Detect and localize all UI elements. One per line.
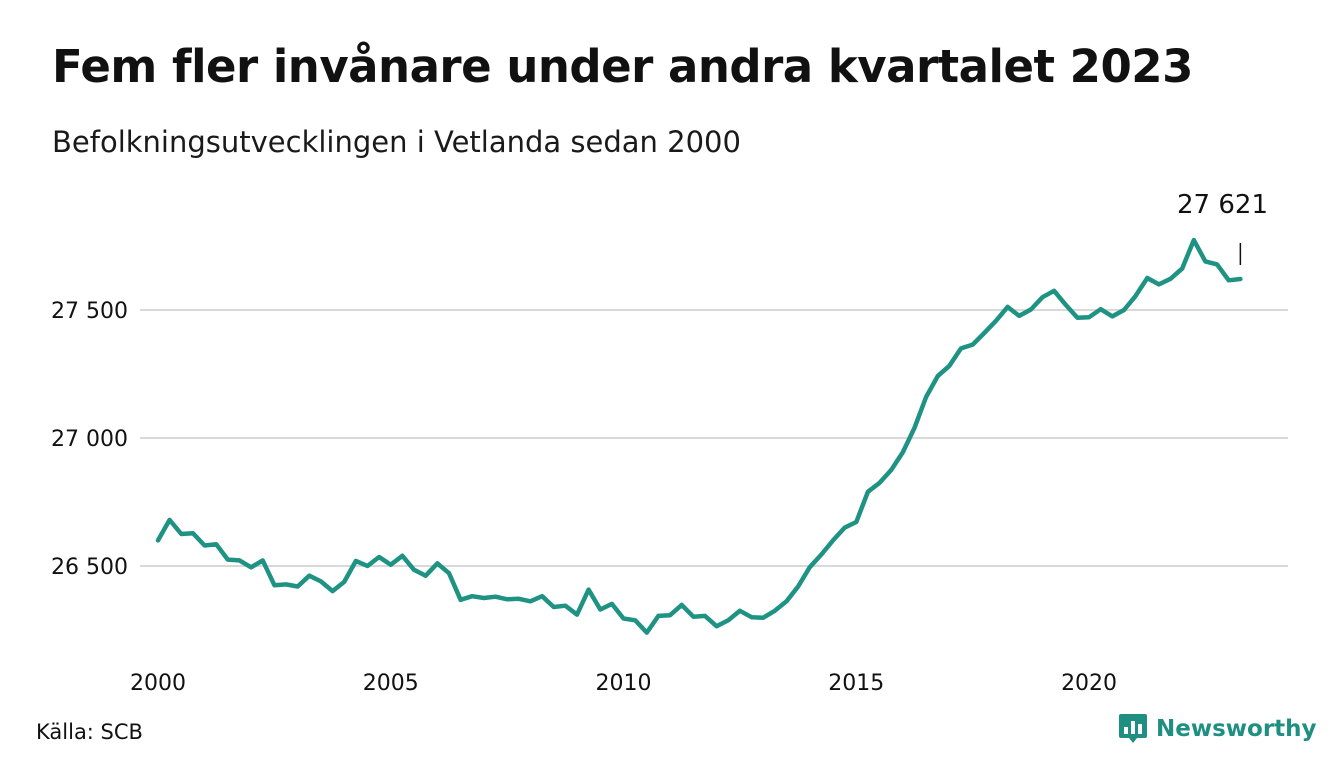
x-tick-label: 2010: [596, 671, 652, 696]
brand-name: Newsworthy: [1156, 716, 1317, 742]
bar-chart-speech-icon: [1119, 714, 1147, 743]
x-tick-label: 2015: [828, 671, 884, 696]
y-axis-tick-labels: 26 500 27 000 27 500: [51, 299, 128, 580]
annotation-label: 27 621: [1177, 190, 1268, 220]
series-layer: [155, 237, 1243, 635]
y-tick-label: 26 500: [51, 555, 128, 580]
x-tick-label: 2020: [1061, 671, 1117, 696]
x-tick-label: 2005: [363, 671, 419, 696]
y-tick-label: 27 000: [51, 427, 128, 452]
annotation-layer: 27 621: [1177, 190, 1268, 265]
brand-logo[interactable]: Newsworthy: [1118, 712, 1317, 746]
grid-lines: [140, 309, 1288, 567]
y-tick-label: 27 500: [51, 299, 128, 324]
chart-subtitle: Befolkningsutvecklingen i Vetlanda sedan…: [52, 125, 741, 159]
x-tick-label: 2000: [130, 671, 186, 696]
chart-title: Fem fler invånare under andra kvartalet …: [52, 40, 1193, 93]
source-label: Källa: SCB: [36, 720, 143, 744]
series-line: [155, 237, 1243, 635]
x-axis-tick-labels: 2000 2005 2010 2015 2020: [130, 671, 1117, 696]
